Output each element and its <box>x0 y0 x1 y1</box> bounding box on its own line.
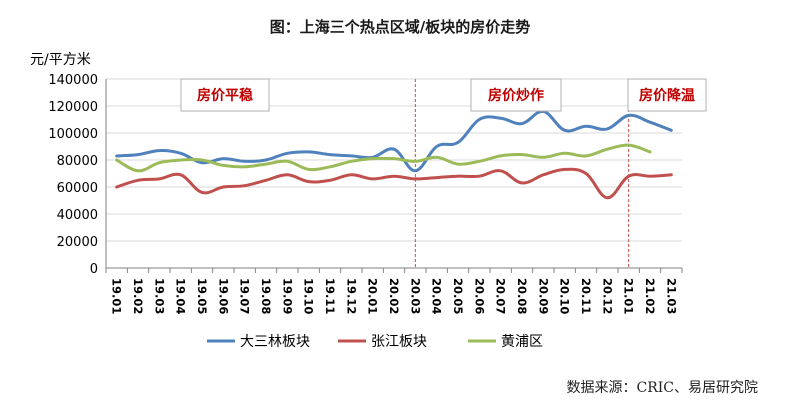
y-tick-label: 0 <box>90 262 98 277</box>
x-tick-label: 19.02 <box>131 278 145 314</box>
y-tick-label: 120000 <box>48 100 98 115</box>
annotation-box <box>470 78 562 112</box>
x-tick-label: 19.01 <box>110 278 124 314</box>
x-tick-label: 20.04 <box>430 278 444 314</box>
annotation-box <box>627 78 707 112</box>
legend-label: 黄浦区 <box>501 333 543 350</box>
x-tick-label: 21.01 <box>622 278 636 314</box>
chart-title: 图：上海三个热点区域/板块的房价走势 <box>270 18 530 36</box>
x-tick-label: 20.01 <box>366 278 380 314</box>
y-tick-label: 20000 <box>57 235 98 250</box>
y-axis: 0 20000 40000 60000 80000 100000 120000 140000 <box>48 73 107 277</box>
series-line-1 <box>115 109 673 173</box>
x-tick-label: 19.10 <box>302 278 316 314</box>
series-lines <box>115 109 673 200</box>
y-tick-label: 60000 <box>57 181 98 196</box>
x-tick-label: 19.11 <box>323 278 337 314</box>
legend-label: 张江板块 <box>371 334 427 350</box>
source-note: 数据来源：CRIC、易居研究院 <box>567 380 759 396</box>
x-tick-label: 19.07 <box>238 278 252 314</box>
x-tick-label: 20.03 <box>408 278 422 314</box>
x-tick-label: 19.06 <box>216 278 230 314</box>
x-tick-label: 20.06 <box>472 278 486 314</box>
annotation-label: 房价炒作 <box>488 87 544 104</box>
y-axis-label: 元/平方米 <box>30 52 91 68</box>
x-tick-label: 20.09 <box>536 278 550 314</box>
series-line-2 <box>115 167 673 200</box>
y-tick-label: 100000 <box>48 127 98 142</box>
x-tick-label: 19.03 <box>152 278 166 314</box>
y-tick-label: 140000 <box>48 73 98 88</box>
series-line-3 <box>115 143 652 173</box>
y-tick-label: 80000 <box>57 154 98 169</box>
x-tick-label: 20.12 <box>600 278 614 314</box>
x-tick-label: 19.04 <box>174 278 188 314</box>
x-tick-label: 21.03 <box>664 278 678 314</box>
x-tick-label: 19.05 <box>195 278 209 314</box>
x-tick-label: 20.10 <box>558 278 572 314</box>
annotation-box <box>180 78 270 112</box>
legend: 大三林板块 张江板块 黄浦区 <box>207 333 543 350</box>
x-axis: 19.01 19.02 19.03 19.04 19.05 19.06 19.07 19.08… <box>105 267 683 314</box>
x-tick-label: 19.12 <box>344 278 358 314</box>
x-tick-label: 21.02 <box>643 278 657 314</box>
x-tick-label: 19.09 <box>280 278 294 314</box>
annotations: 房价平稳 房价炒作 房价降温 <box>180 78 707 112</box>
annotation-label: 房价平稳 <box>197 87 253 104</box>
x-tick-label: 20.05 <box>451 278 465 314</box>
x-tick-label: 19.08 <box>259 278 273 314</box>
x-tick-label: 20.08 <box>515 278 529 314</box>
legend-label: 大三林板块 <box>240 334 310 350</box>
x-tick-label: 20.02 <box>387 278 401 314</box>
annotation-label: 房价降温 <box>639 87 695 104</box>
x-tick-label: 20.11 <box>579 278 593 314</box>
x-tick-label: 20.07 <box>494 278 508 314</box>
y-tick-label: 40000 <box>57 208 98 223</box>
